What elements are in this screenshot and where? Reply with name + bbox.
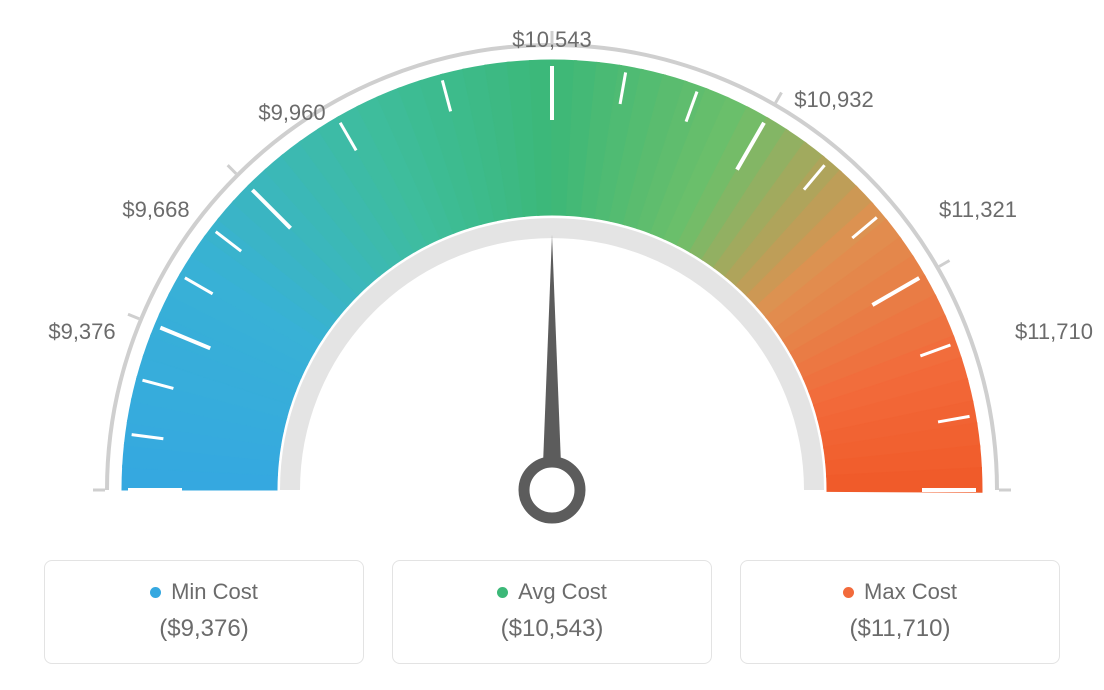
legend-title-max: Max Cost <box>843 579 957 605</box>
legend-row: Min Cost ($9,376) Avg Cost ($10,543) Max… <box>20 560 1084 664</box>
gauge-svg <box>20 20 1084 540</box>
dot-icon <box>150 587 161 598</box>
legend-title-text: Max Cost <box>864 579 957 605</box>
legend-value-avg: ($10,543) <box>403 615 701 643</box>
gauge-tick-label: $11,710 <box>1015 319 1093 345</box>
legend-title-text: Min Cost <box>171 579 258 605</box>
legend-card-max: Max Cost ($11,710) <box>740 560 1060 664</box>
gauge-tick-label: $9,960 <box>258 100 325 126</box>
legend-title-avg: Avg Cost <box>497 579 607 605</box>
legend-value-max: ($11,710) <box>751 615 1049 643</box>
gauge-chart: $9,376$9,668$9,960$10,543$10,932$11,321$… <box>20 20 1084 540</box>
gauge-tick-label: $10,543 <box>512 27 592 53</box>
legend-card-avg: Avg Cost ($10,543) <box>392 560 712 664</box>
legend-card-min: Min Cost ($9,376) <box>44 560 364 664</box>
gauge-tick-label: $10,932 <box>794 87 874 113</box>
dot-icon <box>843 587 854 598</box>
gauge-tick-label: $11,321 <box>939 197 1017 223</box>
gauge-tick-label: $9,376 <box>48 319 115 345</box>
gauge-tick-label: $9,668 <box>122 197 189 223</box>
legend-value-min: ($9,376) <box>55 615 353 643</box>
legend-title-text: Avg Cost <box>518 579 607 605</box>
legend-title-min: Min Cost <box>150 579 258 605</box>
dot-icon <box>497 587 508 598</box>
